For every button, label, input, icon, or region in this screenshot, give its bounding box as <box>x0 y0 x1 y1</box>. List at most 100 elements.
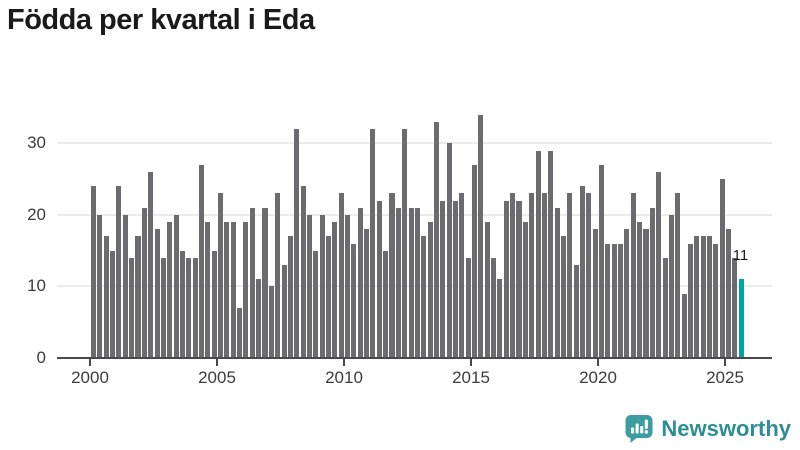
bar <box>230 222 236 358</box>
bar <box>662 257 668 358</box>
bar <box>97 214 103 358</box>
y-axis-tick-label: 10 <box>27 276 46 296</box>
bar <box>313 250 319 358</box>
bar <box>141 207 147 358</box>
bar <box>681 293 687 358</box>
bar <box>611 243 617 358</box>
bar <box>516 200 522 358</box>
bar <box>192 257 198 358</box>
bar <box>275 193 281 358</box>
bar <box>389 193 395 358</box>
x-axis-tick <box>597 359 599 366</box>
bar <box>719 179 725 358</box>
bar <box>446 143 452 358</box>
bar <box>510 193 516 358</box>
bar <box>224 222 230 358</box>
gridline <box>57 285 772 288</box>
bar <box>700 236 706 358</box>
bar <box>541 193 547 358</box>
bar <box>357 207 363 358</box>
bar <box>300 186 306 358</box>
bar <box>205 222 211 358</box>
bar <box>186 257 192 358</box>
gridline <box>57 142 772 145</box>
y-axis-tick-label: 20 <box>27 204 46 224</box>
bar <box>395 207 401 358</box>
bar <box>637 222 643 358</box>
bar <box>110 250 116 358</box>
bar <box>726 229 732 358</box>
bar <box>268 286 274 358</box>
newsworthy-logo-text: Newsworthy <box>661 416 791 441</box>
bar <box>294 129 300 358</box>
bar <box>243 222 249 358</box>
bar <box>706 236 713 358</box>
bar <box>491 257 497 358</box>
bar <box>383 250 389 358</box>
bar <box>573 265 579 358</box>
bar <box>402 129 408 358</box>
bar <box>167 222 173 358</box>
y-axis-tick-label: 0 <box>36 348 46 367</box>
bar <box>605 243 611 358</box>
x-axis-tick-label: 2010 <box>325 368 363 387</box>
bar <box>656 172 662 358</box>
bar <box>624 229 630 358</box>
bar <box>351 243 357 358</box>
bar <box>478 114 484 358</box>
x-axis-tick-label: 2005 <box>198 368 236 387</box>
bar <box>675 193 681 358</box>
bar <box>560 236 566 358</box>
bar <box>129 257 135 358</box>
bar <box>599 164 605 358</box>
bar <box>256 279 262 358</box>
bar <box>122 214 128 358</box>
bar <box>338 193 344 358</box>
bar <box>408 207 414 358</box>
bar <box>522 222 528 358</box>
bar <box>211 250 217 358</box>
bar <box>370 129 376 358</box>
bar <box>586 193 592 358</box>
bar <box>281 265 287 358</box>
x-axis-tick-label: 2020 <box>579 368 617 387</box>
x-axis-tick-label: 2015 <box>452 368 490 387</box>
bar <box>91 186 97 358</box>
bar <box>148 172 154 358</box>
bar <box>249 207 255 358</box>
bar-highlighted <box>738 279 744 358</box>
bar <box>414 207 420 358</box>
bar <box>421 236 427 358</box>
bar <box>732 257 738 358</box>
gridline <box>57 213 772 216</box>
last-bar-value-label: 11 <box>732 247 749 265</box>
bar <box>332 222 338 358</box>
bar <box>503 200 509 358</box>
bar <box>529 193 535 358</box>
bar <box>376 200 382 358</box>
bar <box>237 307 243 358</box>
y-axis-tick-label: 30 <box>27 133 46 153</box>
bar <box>173 214 179 358</box>
bar <box>643 229 649 358</box>
x-axis-tick <box>89 359 91 366</box>
bar <box>484 222 490 358</box>
x-axis-line <box>57 356 772 359</box>
bar <box>135 236 141 358</box>
bar <box>668 214 674 358</box>
bar <box>567 193 573 358</box>
bar <box>364 229 370 358</box>
bar <box>287 236 293 358</box>
newsworthy-logo[interactable]: Newsworthy <box>624 412 791 446</box>
bar <box>262 207 268 358</box>
bar <box>592 229 598 358</box>
x-axis-tick <box>343 359 345 366</box>
x-axis-tick-label: 2025 <box>706 368 744 387</box>
bar <box>618 243 624 358</box>
bar <box>694 236 700 358</box>
bar <box>345 214 351 358</box>
x-axis-tick <box>216 359 218 366</box>
bar <box>713 243 719 358</box>
bar <box>452 200 459 358</box>
